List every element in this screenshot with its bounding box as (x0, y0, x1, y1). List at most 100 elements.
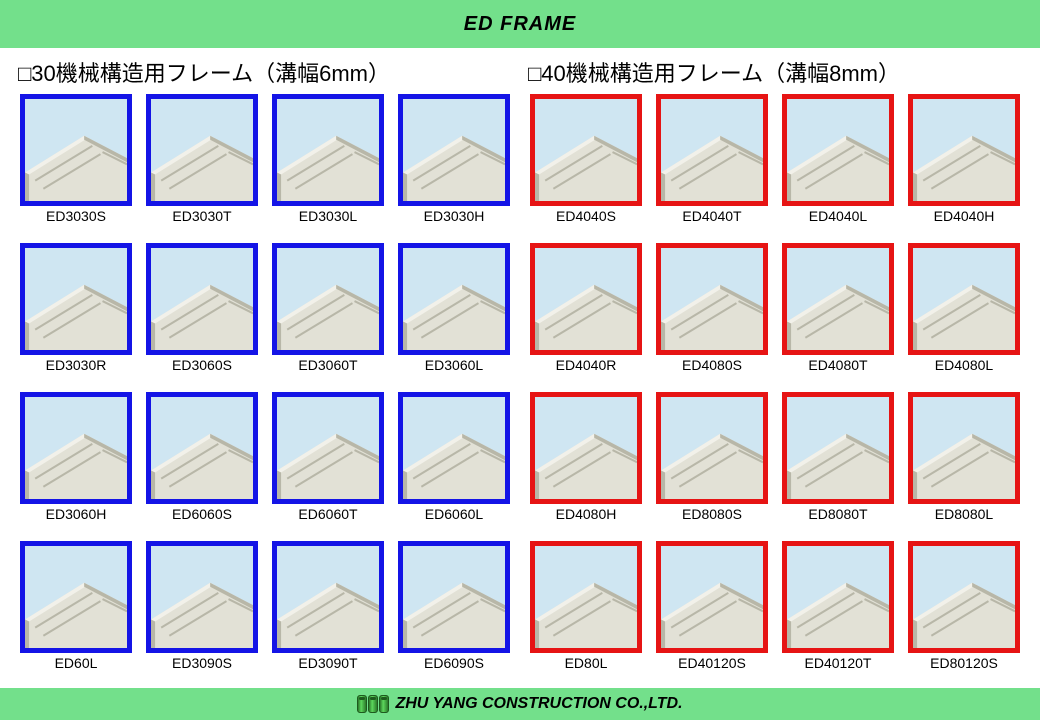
product-thumb[interactable] (272, 94, 384, 206)
product-cell: ED4040R (524, 243, 648, 390)
product-thumb[interactable] (398, 392, 510, 504)
product-thumb[interactable] (20, 94, 132, 206)
product-label: ED3060L (425, 357, 483, 373)
product-label: ED6060T (298, 506, 357, 522)
product-label: ED8080S (682, 506, 742, 522)
product-cell: ED6060S (140, 392, 264, 539)
product-thumb[interactable] (530, 243, 642, 355)
product-thumb[interactable] (20, 541, 132, 653)
product-thumb[interactable] (146, 541, 258, 653)
product-cell: ED80120S (902, 541, 1026, 688)
product-thumb[interactable] (782, 94, 894, 206)
product-label: ED8080T (808, 506, 867, 522)
product-cell: ED3060L (392, 243, 516, 390)
product-label: ED3030L (299, 208, 357, 224)
product-thumb[interactable] (398, 243, 510, 355)
product-cell: ED40120S (650, 541, 774, 688)
product-cell: ED6090S (392, 541, 516, 688)
product-thumb[interactable] (656, 392, 768, 504)
product-cell: ED6060L (392, 392, 516, 539)
product-thumb[interactable] (782, 243, 894, 355)
product-cell: ED4040T (650, 94, 774, 241)
product-label: ED4040T (682, 208, 741, 224)
product-cell: ED40120T (776, 541, 900, 688)
product-thumb[interactable] (146, 392, 258, 504)
product-thumb[interactable] (398, 94, 510, 206)
product-label: ED6060L (425, 506, 483, 522)
product-label: ED3030R (46, 357, 107, 373)
product-thumb[interactable] (20, 243, 132, 355)
product-cell: ED3090S (140, 541, 264, 688)
footer-text: ZHU YANG CONSTRUCTION CO.,LTD. (395, 695, 682, 713)
product-label: ED3060S (172, 357, 232, 373)
product-thumb[interactable] (656, 243, 768, 355)
product-label: ED3090T (298, 655, 357, 671)
product-label: ED3090S (172, 655, 232, 671)
product-thumb[interactable] (272, 541, 384, 653)
footer-bar: ZHU YANG CONSTRUCTION CO.,LTD. (0, 688, 1040, 720)
product-cell: ED3030S (14, 94, 138, 241)
product-label: ED40120S (678, 655, 746, 671)
product-thumb[interactable] (656, 541, 768, 653)
product-thumb[interactable] (272, 243, 384, 355)
column-title-40: □40機械構造用フレーム（溝幅8mm） (524, 52, 1026, 94)
grid-30: ED3030S ED3030T ED3030L ED3030H (14, 94, 516, 688)
product-cell: ED4080S (650, 243, 774, 390)
product-label: ED3060T (298, 357, 357, 373)
header-bar: ED FRAME (0, 0, 1040, 48)
product-thumb[interactable] (656, 94, 768, 206)
product-thumb[interactable] (908, 541, 1020, 653)
grid-40: ED4040S ED4040T ED4040L ED4040H (524, 94, 1026, 688)
column-40-series: □40機械構造用フレーム（溝幅8mm） ED4040S ED4040T ED40… (520, 52, 1030, 688)
product-label: ED4080L (935, 357, 993, 373)
product-cell: ED4080L (902, 243, 1026, 390)
product-thumb[interactable] (530, 541, 642, 653)
product-cell: ED4080H (524, 392, 648, 539)
product-thumb[interactable] (146, 94, 258, 206)
product-cell: ED3030H (392, 94, 516, 241)
product-thumb[interactable] (530, 392, 642, 504)
product-cell: ED4080T (776, 243, 900, 390)
product-label: ED4080T (808, 357, 867, 373)
product-thumb[interactable] (782, 392, 894, 504)
product-label: ED4080S (682, 357, 742, 373)
product-thumb[interactable] (272, 392, 384, 504)
product-thumb[interactable] (398, 541, 510, 653)
product-thumb[interactable] (908, 243, 1020, 355)
product-label: ED8080L (935, 506, 993, 522)
product-cell: ED4040S (524, 94, 648, 241)
product-label: ED3030S (46, 208, 106, 224)
product-label: ED4080H (556, 506, 617, 522)
product-cell: ED80L (524, 541, 648, 688)
product-thumb[interactable] (530, 94, 642, 206)
product-label: ED4040H (934, 208, 995, 224)
product-cell: ED3060H (14, 392, 138, 539)
product-thumb[interactable] (782, 541, 894, 653)
product-thumb[interactable] (146, 243, 258, 355)
product-label: ED6090S (424, 655, 484, 671)
logo-icon (357, 695, 389, 713)
product-cell: ED6060T (266, 392, 390, 539)
product-cell: ED3060T (266, 243, 390, 390)
product-cell: ED3090T (266, 541, 390, 688)
product-cell: ED3030R (14, 243, 138, 390)
product-thumb[interactable] (20, 392, 132, 504)
product-cell: ED8080S (650, 392, 774, 539)
product-label: ED80120S (930, 655, 998, 671)
product-cell: ED8080L (902, 392, 1026, 539)
product-label: ED60L (55, 655, 98, 671)
product-label: ED40120T (805, 655, 872, 671)
product-cell: ED8080T (776, 392, 900, 539)
product-thumb[interactable] (908, 94, 1020, 206)
product-cell: ED4040H (902, 94, 1026, 241)
column-30-series: □30機械構造用フレーム（溝幅6mm） ED3030S ED3030T ED30… (10, 52, 520, 688)
product-cell: ED60L (14, 541, 138, 688)
product-label: ED3030H (424, 208, 485, 224)
product-label: ED4040L (809, 208, 867, 224)
product-label: ED6060S (172, 506, 232, 522)
product-label: ED4040S (556, 208, 616, 224)
product-cell: ED4040L (776, 94, 900, 241)
column-title-30: □30機械構造用フレーム（溝幅6mm） (14, 52, 516, 94)
product-cell: ED3030L (266, 94, 390, 241)
product-thumb[interactable] (908, 392, 1020, 504)
